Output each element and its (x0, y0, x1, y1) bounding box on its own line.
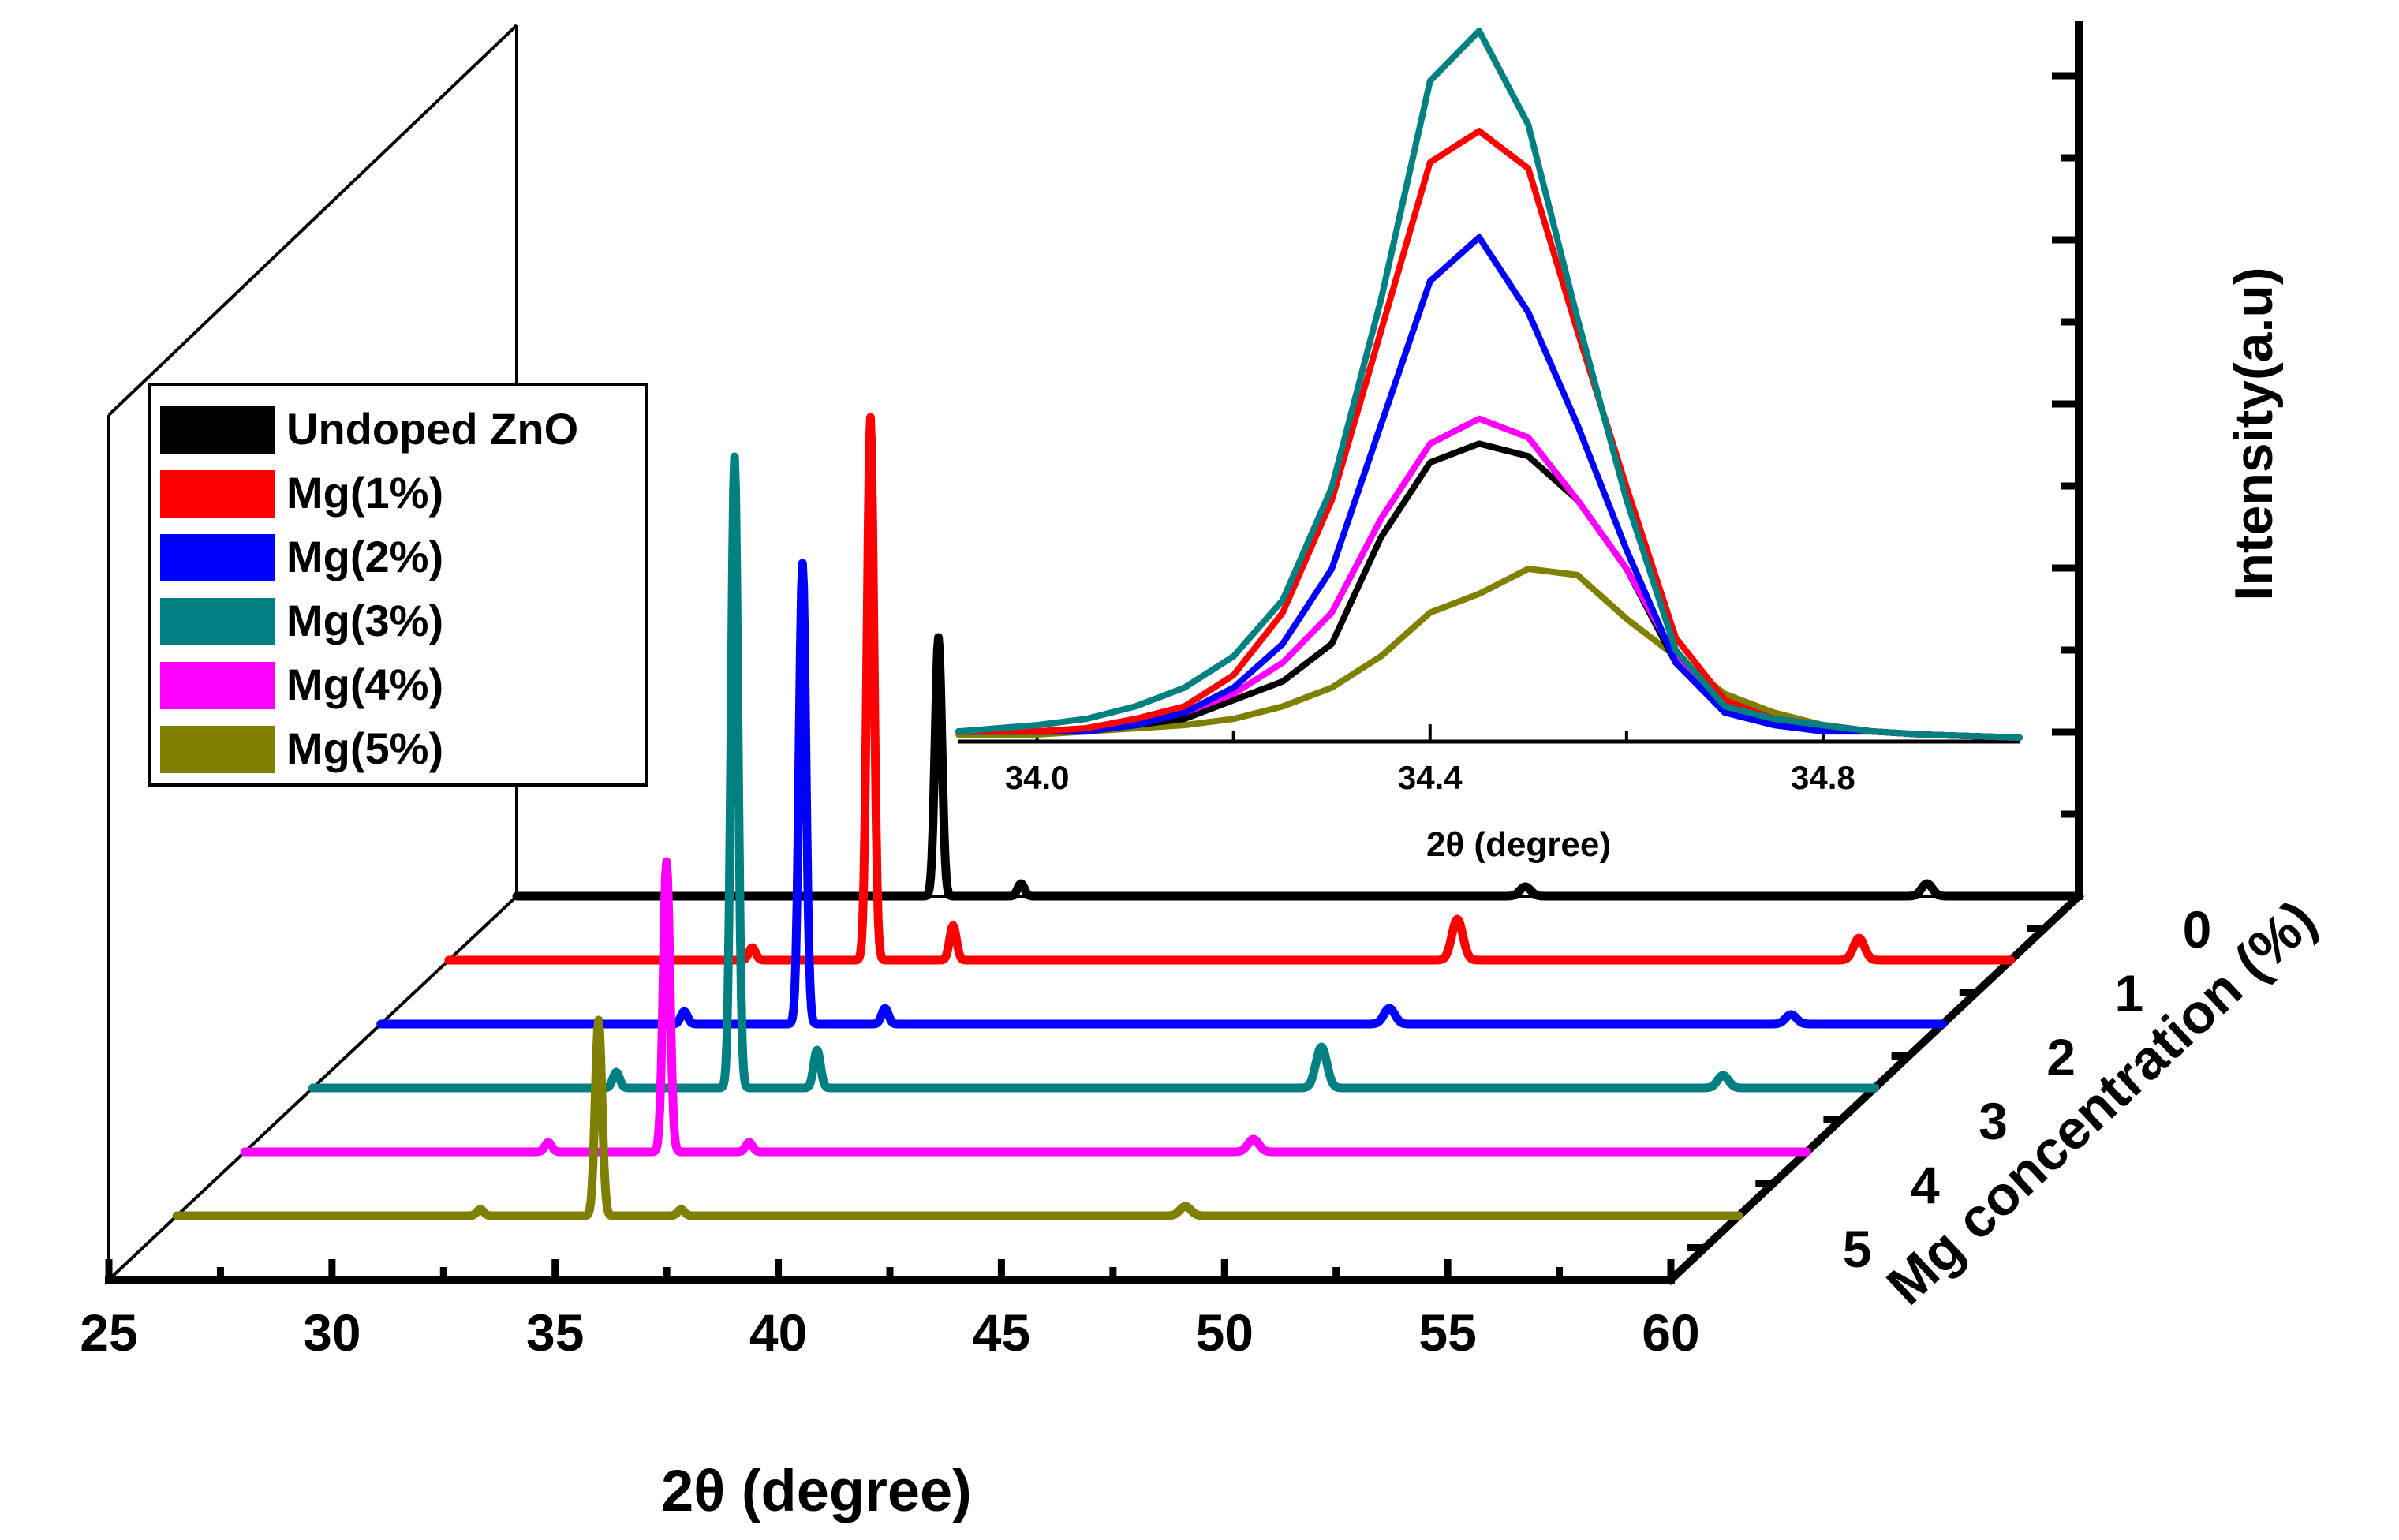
legend: Undoped ZnO Mg(1%) Mg(2%) Mg(3%) Mg(4%) Mg(5%… (148, 383, 648, 787)
legend-swatch (160, 406, 275, 454)
legend-box (148, 383, 648, 787)
spectrum-line (308, 452, 1879, 1093)
inset-series-line (955, 128, 2023, 741)
spectrum-line (172, 1015, 1743, 1220)
legend-label: Mg(5%) (286, 723, 443, 773)
x-axis-tick-labels: 25 30 35 40 45 50 55 60 (80, 1303, 1699, 1362)
inset-x-tick-labels: 34.0 34.4 34.8 (1005, 759, 1855, 796)
legend-swatch (160, 726, 275, 773)
intensity-axis-ticks (2052, 72, 2079, 900)
legend-label: Undoped ZnO (286, 404, 578, 454)
legend-label: Mg(2%) (286, 532, 443, 581)
x-axis-label: 2θ (degree) (661, 1458, 972, 1523)
xrd-spectra (172, 413, 2083, 1220)
inset-series-lines (955, 28, 2023, 741)
intensity-axis-label: Intensity(a.u) (2224, 267, 2284, 600)
inset-series-line (955, 234, 2023, 741)
x-tick-label: 60 (1642, 1303, 1699, 1362)
inset-x-axis-label: 2θ (degree) (1426, 825, 1611, 864)
z-tick-label: 3 (1979, 1092, 2008, 1150)
spectrum-line (376, 559, 1948, 1029)
legend-swatch (160, 470, 275, 518)
x-tick-label: 25 (80, 1303, 137, 1362)
legend-swatch (160, 534, 275, 581)
inset-plot: 34.0 34.4 34.8 2θ (degree) (955, 28, 2023, 864)
z-tick-label: 4 (1911, 1156, 1940, 1214)
z-tick-label: 5 (1843, 1220, 1872, 1278)
inset-series-line (955, 28, 2023, 741)
inset-series-line (955, 415, 2023, 741)
x-axis-ticks (105, 1259, 1675, 1280)
legend-swatch (160, 598, 275, 645)
inset-tick-label: 34.8 (1791, 759, 1855, 796)
inset-tick-label: 34.4 (1398, 759, 1463, 796)
legend-label: Mg(3%) (286, 596, 443, 645)
z-tick-label: 1 (2114, 964, 2143, 1022)
legend-label: Mg(1%) (286, 468, 443, 518)
inset-tick-label: 34.0 (1005, 759, 1070, 796)
x-tick-label: 40 (749, 1303, 807, 1362)
spectrum-line (512, 633, 2083, 901)
z-tick-label: 2 (2046, 1028, 2076, 1086)
legend-label: Mg(4%) (286, 660, 443, 709)
x-tick-label: 45 (973, 1303, 1030, 1362)
frame-top-diagonal (107, 24, 518, 417)
x-tick-label: 30 (303, 1303, 361, 1362)
z-axis-label: Mg concentration (%) (1875, 888, 2328, 1316)
x-tick-label: 50 (1196, 1303, 1254, 1362)
z-tick-label: 0 (2183, 900, 2212, 959)
legend-items: Undoped ZnO Mg(1%) Mg(2%) Mg(3%) Mg(4%) Mg(5%… (160, 404, 578, 773)
spectrum-line (240, 857, 1811, 1157)
legend-swatch (160, 662, 275, 709)
spectrum-line (444, 413, 2016, 965)
x-tick-label: 35 (526, 1303, 584, 1362)
x-tick-label: 55 (1418, 1303, 1476, 1362)
